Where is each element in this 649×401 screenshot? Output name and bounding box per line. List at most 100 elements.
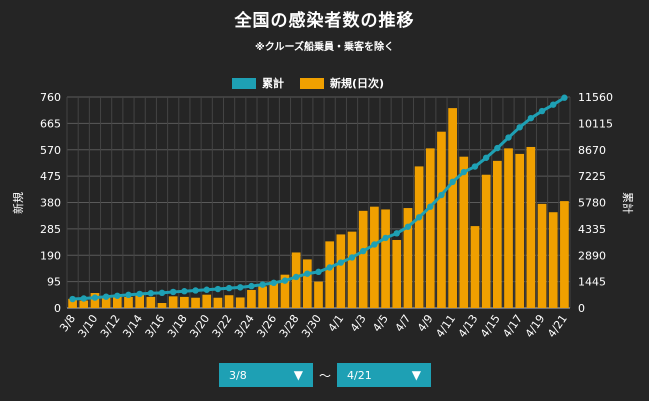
y-left-tick-label: 760 bbox=[40, 91, 61, 104]
bar-daily bbox=[235, 297, 245, 308]
point-cumulative bbox=[102, 293, 110, 300]
point-cumulative bbox=[382, 234, 389, 242]
y-right-tick-label: 1445 bbox=[578, 276, 606, 289]
x-tick-label: 3/28 bbox=[277, 312, 302, 340]
legend-label-cumulative: 累計 bbox=[262, 77, 284, 90]
y-left-tick-label: 665 bbox=[40, 117, 61, 130]
point-cumulative bbox=[181, 288, 188, 295]
bar-daily bbox=[515, 153, 525, 308]
x-tick-label: 3/16 bbox=[143, 312, 168, 340]
bar-daily bbox=[492, 160, 502, 308]
y-right-tick-label: 0 bbox=[578, 302, 585, 315]
legend-swatch-cumulative bbox=[232, 77, 256, 89]
point-cumulative bbox=[125, 291, 132, 299]
bar-daily bbox=[112, 294, 122, 308]
x-tick-label: 4/13 bbox=[456, 312, 481, 340]
x-tick-label: 3/26 bbox=[254, 312, 279, 340]
point-cumulative bbox=[248, 282, 255, 290]
point-cumulative bbox=[304, 270, 311, 277]
bar-daily bbox=[392, 239, 402, 308]
x-tick-label: 4/3 bbox=[348, 312, 369, 334]
x-tick-label: 4/17 bbox=[500, 312, 525, 340]
y-left-tick-label: 380 bbox=[40, 197, 61, 210]
bar-daily bbox=[101, 296, 111, 308]
y-right-tick-label: 10115 bbox=[578, 117, 613, 130]
bar-daily bbox=[358, 210, 368, 308]
point-cumulative bbox=[527, 114, 535, 122]
point-cumulative bbox=[270, 279, 277, 287]
point-cumulative bbox=[281, 277, 289, 284]
legend-item-daily[interactable]: 新規(日次) bbox=[300, 75, 384, 91]
point-cumulative bbox=[348, 254, 356, 261]
point-cumulative bbox=[326, 264, 333, 271]
x-tick-label: 3/18 bbox=[165, 312, 190, 340]
bar-daily bbox=[213, 297, 223, 308]
end-date-select[interactable]: 4/21 ▼ bbox=[337, 363, 432, 387]
point-cumulative bbox=[203, 286, 210, 293]
end-date-value: 4/21 bbox=[347, 368, 372, 382]
point-cumulative bbox=[136, 290, 143, 298]
x-tick-label: 3/22 bbox=[210, 312, 235, 340]
bar-daily bbox=[157, 303, 167, 308]
point-cumulative bbox=[538, 107, 546, 115]
x-tick-label: 3/24 bbox=[232, 312, 257, 340]
bar-daily bbox=[202, 294, 212, 308]
point-cumulative bbox=[158, 289, 166, 297]
date-range-selector: 3/8 ▼ ～ 4/21 ▼ bbox=[219, 363, 432, 387]
bar-daily bbox=[325, 241, 335, 308]
bar-daily bbox=[370, 206, 379, 308]
bar-daily bbox=[224, 295, 234, 308]
x-tick-label: 3/30 bbox=[299, 312, 324, 340]
start-date-select[interactable]: 3/8 ▼ bbox=[219, 363, 313, 387]
y-right-tick-label: 11560 bbox=[578, 91, 613, 104]
bar-daily bbox=[135, 294, 145, 308]
bar-daily bbox=[291, 252, 301, 308]
range-separator: ～ bbox=[319, 368, 332, 383]
bar-daily bbox=[269, 281, 279, 308]
chart-subtitle: ※クルーズ船乗員・乗客を除く bbox=[255, 42, 394, 53]
point-cumulative bbox=[449, 178, 456, 186]
legend-item-cumulative[interactable]: 累計 bbox=[232, 75, 284, 91]
bar-daily bbox=[124, 296, 133, 308]
x-tick-label: 4/11 bbox=[433, 312, 458, 340]
bar-daily bbox=[381, 209, 390, 308]
point-cumulative bbox=[561, 94, 568, 101]
y-right-tick-label: 5780 bbox=[578, 197, 606, 210]
bar-daily bbox=[526, 146, 536, 308]
point-cumulative bbox=[69, 295, 76, 303]
point-cumulative bbox=[337, 259, 345, 266]
point-cumulative bbox=[214, 285, 222, 293]
point-cumulative bbox=[427, 203, 434, 210]
y-right-tick-label: 2890 bbox=[578, 249, 606, 262]
bar-daily bbox=[68, 298, 77, 308]
x-tick-label: 4/5 bbox=[370, 312, 391, 334]
bar-daily bbox=[314, 281, 323, 308]
bar-daily bbox=[403, 208, 413, 308]
point-cumulative bbox=[91, 294, 99, 301]
x-tick-label: 3/12 bbox=[98, 312, 123, 340]
legend-swatch-daily bbox=[300, 77, 324, 89]
point-cumulative bbox=[371, 241, 378, 248]
point-cumulative bbox=[237, 284, 244, 291]
y-left-axis-title: 新規 bbox=[11, 192, 25, 214]
y-left-tick-label: 95 bbox=[47, 276, 61, 289]
bar-daily bbox=[79, 300, 89, 308]
point-cumulative bbox=[438, 191, 445, 199]
point-cumulative bbox=[482, 154, 490, 161]
point-cumulative bbox=[169, 288, 177, 296]
y-right-axis-title: 累計 bbox=[621, 192, 635, 214]
x-tick-label: 4/9 bbox=[415, 312, 436, 334]
point-cumulative bbox=[360, 247, 367, 255]
point-cumulative bbox=[415, 214, 423, 221]
point-cumulative bbox=[259, 281, 266, 288]
bar-daily bbox=[548, 212, 558, 308]
bar-daily bbox=[168, 296, 178, 308]
x-tick-label: 3/10 bbox=[76, 312, 101, 340]
x-tick-label: 4/19 bbox=[523, 312, 548, 340]
bar-daily bbox=[414, 166, 424, 308]
legend-label-daily: 新規(日次) bbox=[330, 77, 385, 90]
point-cumulative bbox=[315, 268, 322, 276]
x-tick-label: 4/15 bbox=[478, 312, 503, 340]
bar-daily bbox=[180, 296, 189, 308]
